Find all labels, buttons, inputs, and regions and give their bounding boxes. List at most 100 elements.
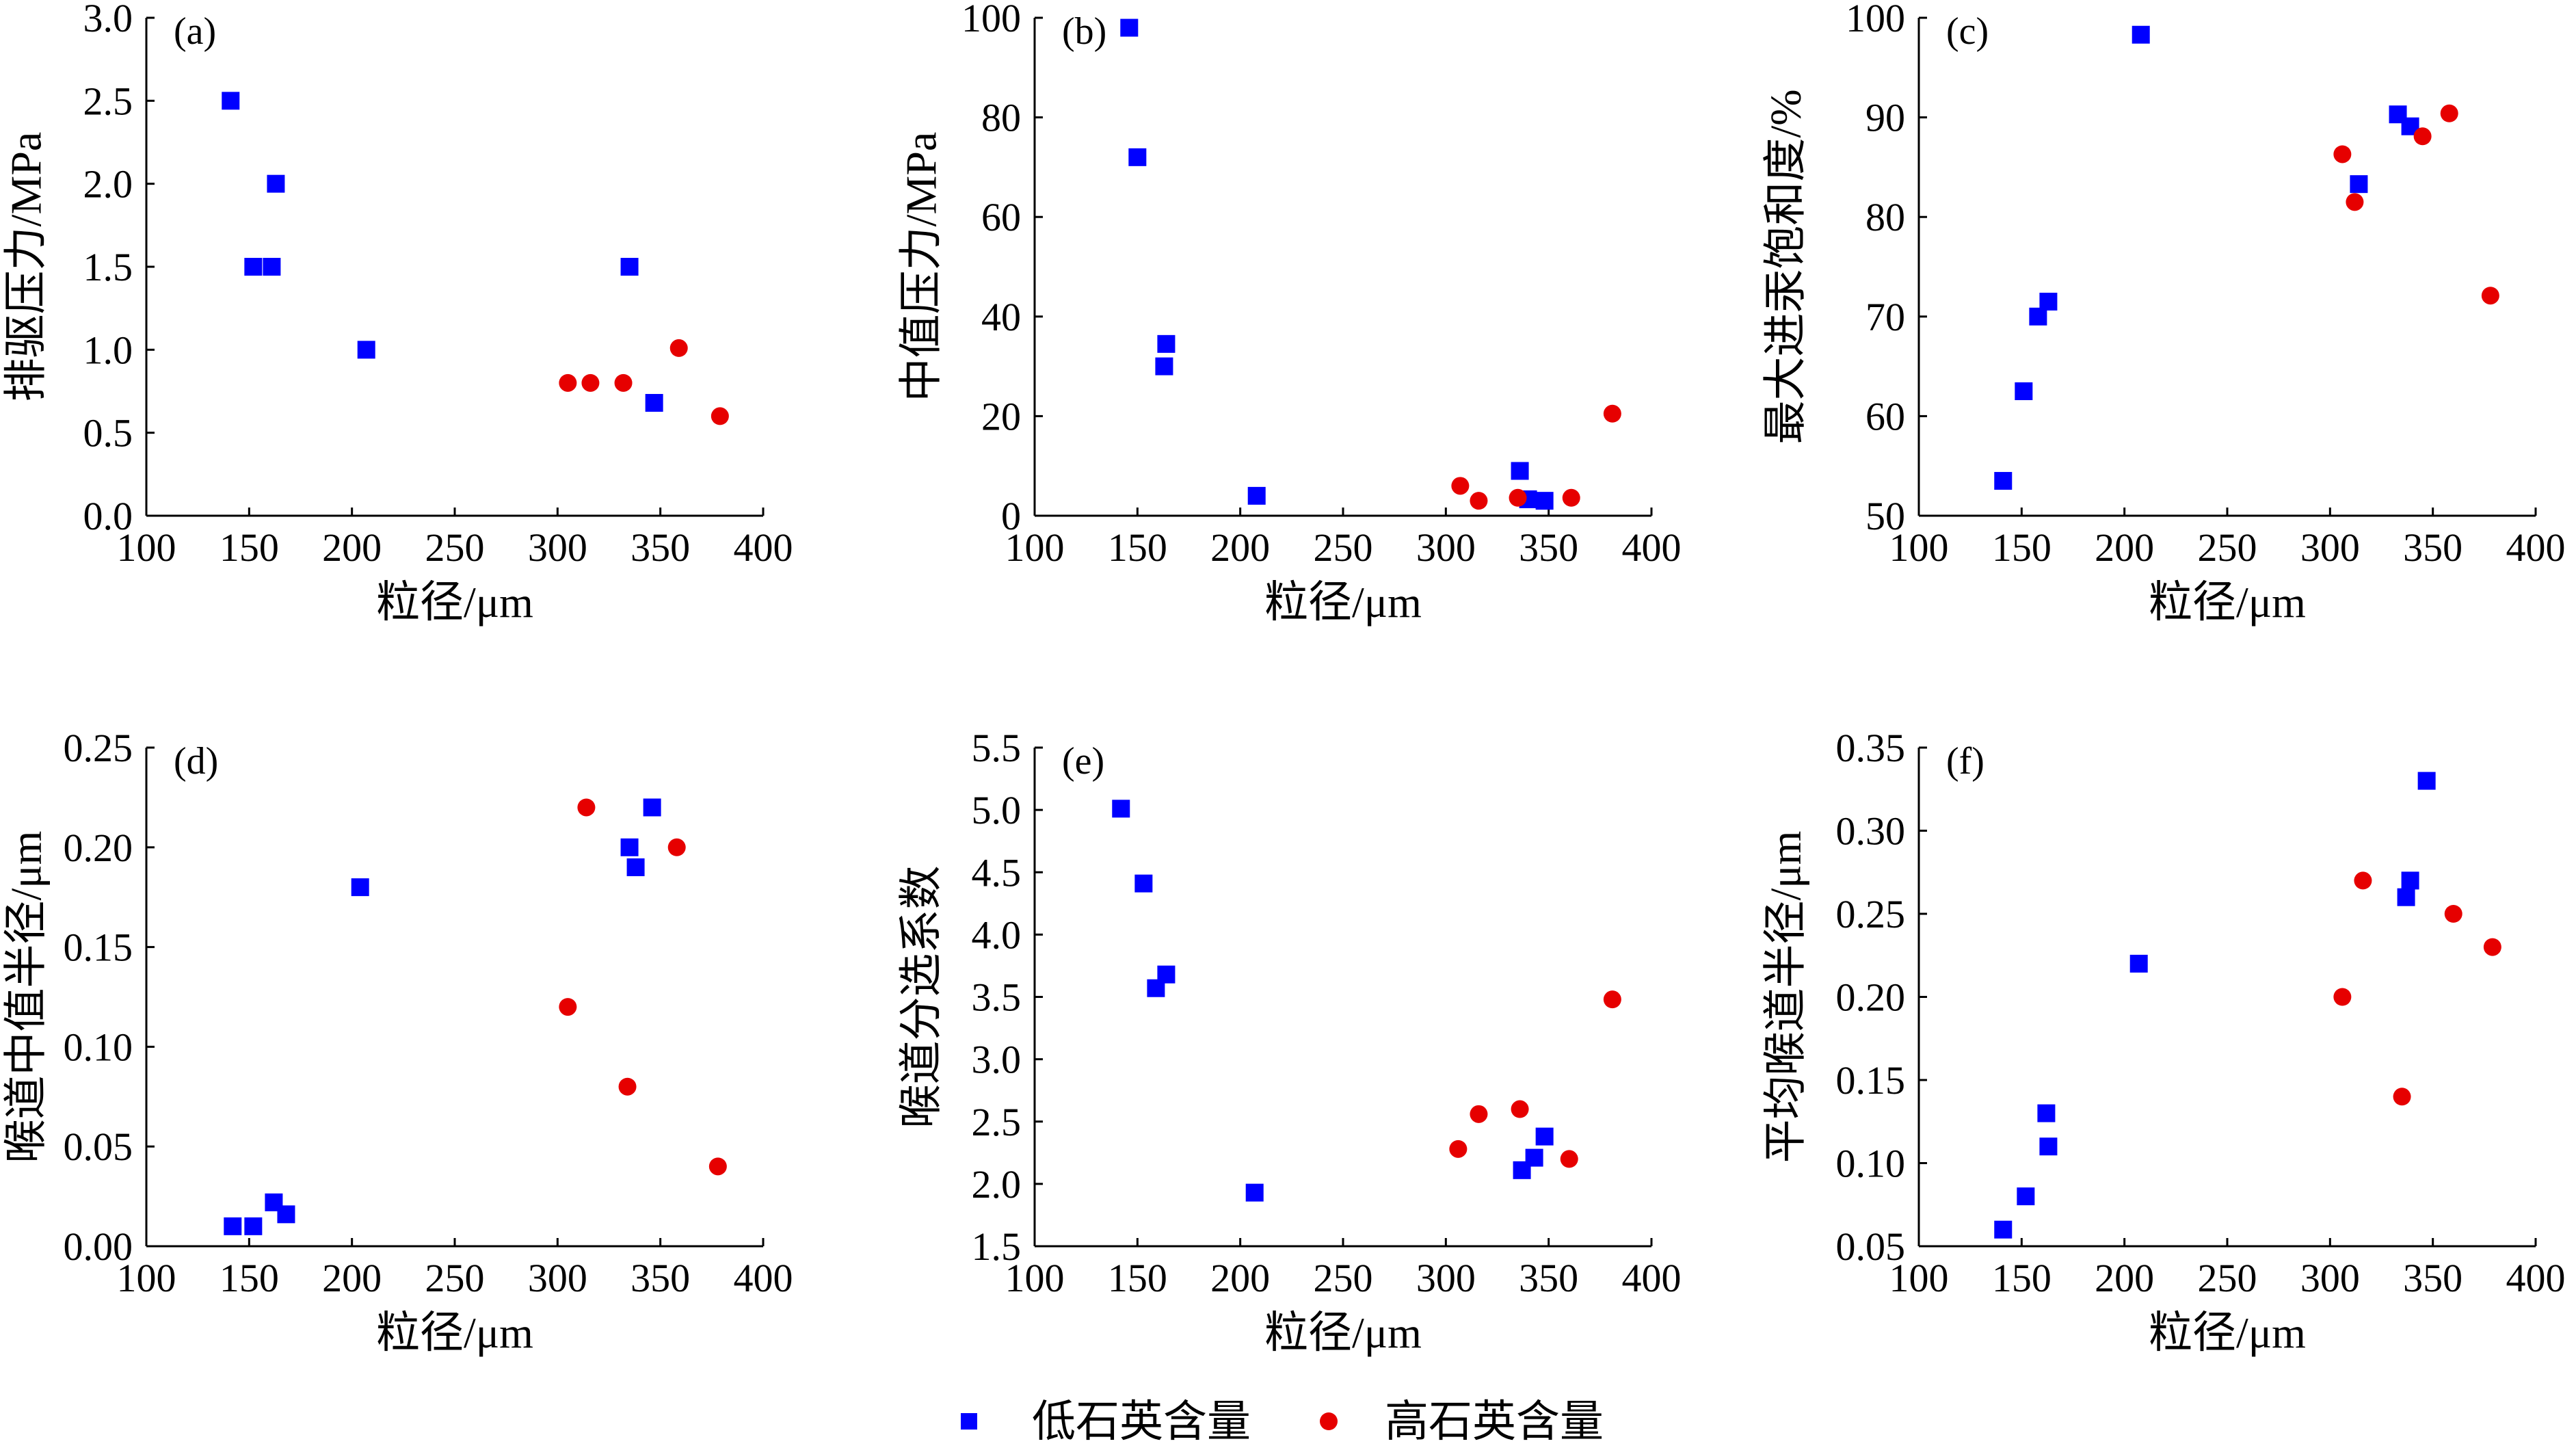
legend-item-low-quartz: 低石英含量 (961, 1397, 1251, 1446)
y-axis-label: 中值压力/MPa (897, 132, 946, 402)
x-tick-label: 400 (2506, 1256, 2566, 1300)
y-tick-label: 40 (981, 295, 1021, 339)
x-tick-label: 200 (1210, 1256, 1270, 1300)
data-point-high-quartz (2413, 127, 2432, 146)
data-point-low-quartz (244, 258, 263, 276)
data-point-low-quartz (2039, 1137, 2058, 1156)
data-point-low-quartz (224, 1217, 242, 1235)
y-tick-label: 1.5 (972, 1224, 1022, 1269)
x-tick-label: 150 (1992, 1256, 2051, 1300)
x-tick-label: 100 (1005, 1256, 1065, 1300)
series-high-quartz (1451, 404, 1621, 510)
y-tick-label: 0.35 (1836, 726, 1906, 770)
data-point-low-quartz (357, 341, 375, 359)
series-high-quartz (1449, 990, 1621, 1168)
y-axis-label: 平均喉道半径/μm (1762, 831, 1810, 1163)
data-point-low-quartz (1525, 1148, 1543, 1167)
data-point-low-quartz (643, 798, 661, 817)
data-point-low-quartz (2037, 1104, 2056, 1122)
data-point-low-quartz (1112, 800, 1130, 818)
series-low-quartz (1112, 800, 1554, 1202)
x-tick-label: 250 (1314, 1256, 1373, 1300)
y-tick-label: 100 (1846, 0, 1905, 40)
x-tick-label: 150 (1992, 525, 2051, 570)
y-tick-label: 2.5 (83, 79, 133, 123)
x-tick-label: 250 (425, 1256, 485, 1300)
data-point-high-quartz (1560, 1150, 1578, 1168)
y-tick-label: 50 (1865, 494, 1905, 538)
data-point-low-quartz (1155, 357, 1173, 376)
legend: 低石英含量 高石英含量 (961, 1397, 1604, 1446)
data-point-high-quartz (1470, 492, 1488, 510)
x-tick-label: 300 (1416, 525, 1476, 570)
series-low-quartz (222, 92, 663, 412)
data-point-high-quartz (581, 373, 600, 392)
data-point-low-quartz (2029, 307, 2047, 326)
y-tick-label: 0.0 (83, 494, 133, 538)
chart-a: 100 150 200 250 300 350 400 0.0 0.5 1.0 1.5 2.0 2.5 3… (2, 0, 793, 627)
x-tick-label: 200 (322, 1256, 382, 1300)
series-high-quartz (2333, 871, 2501, 1106)
y-tick-label: 2.0 (83, 162, 133, 207)
y-tick-label: 3.0 (972, 1038, 1022, 1082)
x-tick-label: 250 (1314, 525, 1373, 570)
x-tick-label: 150 (220, 525, 279, 570)
y-tick-label: 60 (1865, 394, 1905, 438)
data-point-low-quartz (1120, 18, 1139, 37)
y-tick-label: 0.10 (1836, 1142, 1906, 1186)
legend-label-low-quartz: 低石英含量 (1032, 1397, 1251, 1446)
x-axis-label: 粒径/μm (1264, 578, 1422, 627)
data-point-low-quartz (1128, 148, 1147, 166)
data-point-high-quartz (2393, 1088, 2411, 1106)
data-point-high-quartz (1511, 1100, 1529, 1118)
x-tick-label: 300 (528, 525, 587, 570)
series-high-quartz (2333, 104, 2499, 305)
data-point-low-quartz (1247, 486, 1266, 505)
series-low-quartz (224, 798, 661, 1235)
data-point-high-quartz (1449, 1140, 1468, 1158)
y-tick-label: 80 (1865, 195, 1905, 239)
x-axis-label: 粒径/μm (376, 1308, 533, 1357)
chart-grid: 100 150 200 250 300 350 4000.00.51.01.52.02.53… (2, 0, 2566, 1357)
x-tick-label: 200 (322, 525, 382, 570)
data-point-high-quartz (1451, 477, 1470, 495)
x-tick-label: 300 (1416, 1256, 1476, 1300)
y-tick-label: 0.25 (1836, 892, 1906, 936)
data-point-high-quartz (1562, 488, 1580, 507)
data-point-low-quartz (1134, 874, 1153, 893)
x-tick-label: 400 (1622, 1256, 1682, 1300)
x-axis-label: 粒径/μm (1264, 1308, 1422, 1357)
data-point-low-quartz (1157, 334, 1176, 353)
data-point-low-quartz (2017, 1187, 2035, 1206)
data-point-low-quartz (2015, 382, 2033, 400)
legend-label-high-quartz: 高石英含量 (1385, 1397, 1604, 1446)
y-tick-label: 0.00 (64, 1224, 133, 1269)
y-tick-label: 0.25 (64, 726, 133, 770)
y-tick-label: 0.15 (64, 925, 133, 970)
panel-label: (f) (1946, 740, 1984, 782)
x-tick-label: 150 (1108, 1256, 1167, 1300)
x-tick-label: 250 (2198, 1256, 2257, 1300)
y-tick-label: 0 (1001, 494, 1021, 538)
x-tick-label: 350 (1519, 525, 1578, 570)
x-tick-label: 100 (1005, 525, 1065, 570)
y-tick-label: 0.5 (83, 411, 133, 456)
data-point-high-quartz (1603, 990, 1621, 1009)
x-tick-label: 200 (2095, 525, 2154, 570)
x-tick-label: 250 (425, 525, 485, 570)
panel-label: (d) (174, 740, 218, 782)
data-point-high-quartz (559, 998, 577, 1016)
data-point-high-quartz (708, 1157, 727, 1176)
panel-label: (e) (1062, 740, 1104, 782)
data-point-low-quartz (645, 393, 663, 412)
y-tick-label: 0.05 (1836, 1224, 1906, 1269)
x-tick-label: 400 (1622, 525, 1682, 570)
data-point-high-quartz (1603, 404, 1621, 423)
data-point-low-quartz (2039, 292, 2058, 311)
y-tick-label: 60 (981, 195, 1021, 239)
data-point-high-quartz (2333, 988, 2352, 1006)
data-point-low-quartz (351, 878, 369, 897)
y-tick-label: 20 (981, 394, 1021, 438)
data-point-high-quartz (2481, 287, 2499, 305)
